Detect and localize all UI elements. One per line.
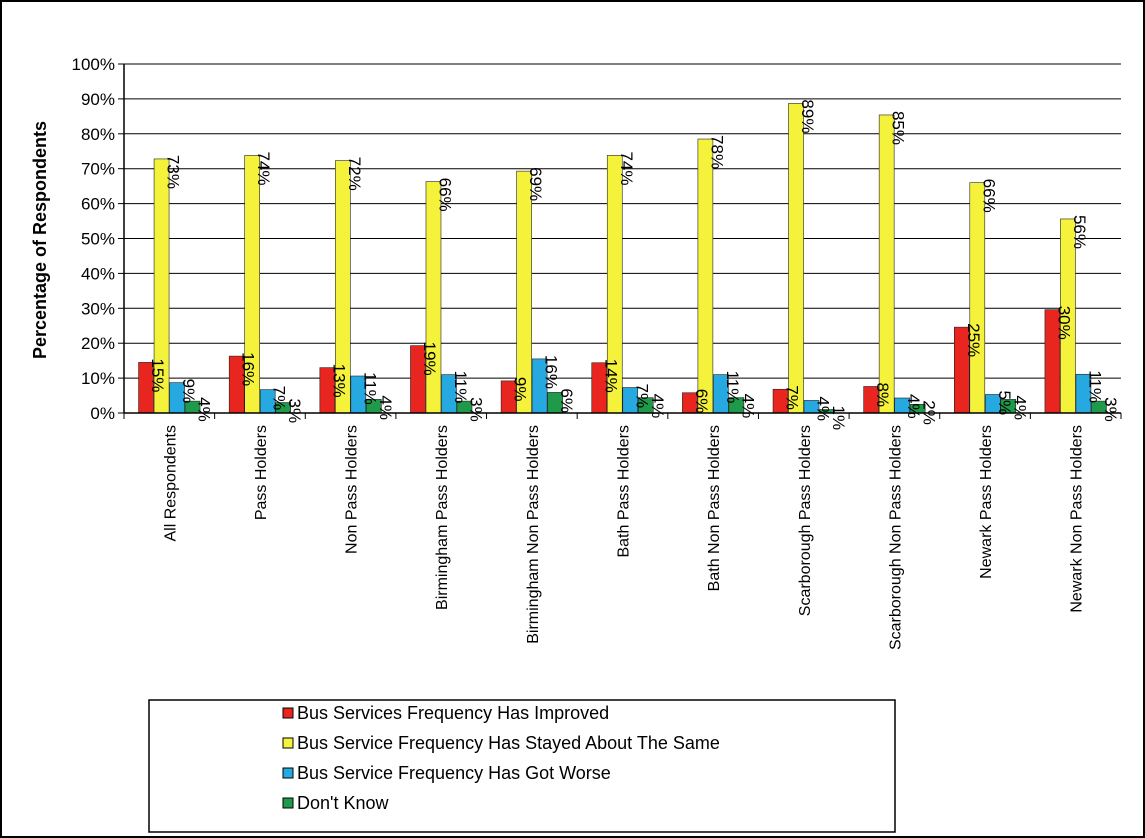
- legend-box: [148, 699, 896, 833]
- data-label: 4%: [376, 395, 395, 420]
- data-label: 5%: [995, 391, 1014, 416]
- data-label: 4%: [195, 397, 214, 422]
- legend-entry: Bus Service Frequency Has Got Worse: [297, 763, 611, 783]
- data-label: 9%: [511, 377, 530, 402]
- data-label: 8%: [873, 382, 892, 407]
- axes: 0% 10% 20% 30% 40% 50% 60% 70% 80% 90% 100% All Res…: [72, 55, 1122, 650]
- x-category-label: Newark Non Pass Holders: [1069, 425, 1086, 613]
- data-label: 85%: [889, 111, 908, 145]
- data-label: 2%: [920, 400, 939, 425]
- legend-swatch: [282, 797, 294, 809]
- data-label: 74%: [617, 151, 636, 185]
- x-category-label: Birmingham Pass Holders: [434, 425, 451, 610]
- data-label: 11%: [451, 371, 470, 404]
- y-tick-label: 90%: [81, 90, 115, 109]
- y-tick-label: 20%: [81, 334, 115, 353]
- y-tick-label: 30%: [81, 299, 115, 318]
- data-label: 6%: [557, 388, 576, 413]
- data-label: 3%: [1101, 397, 1120, 422]
- y-tick-label: 50%: [81, 230, 115, 249]
- data-label: 11%: [1085, 370, 1104, 403]
- data-label: 14%: [601, 359, 620, 393]
- legend-entry: Bus Service Frequency Has Stayed About T…: [297, 733, 720, 753]
- data-labels: 15%73%9%4%16%74%7%3%13%72%11%4%19%66%11%…: [148, 99, 1120, 430]
- data-label: 7%: [783, 385, 802, 410]
- data-label: 3%: [466, 397, 485, 422]
- data-label: 66%: [979, 179, 998, 213]
- data-label: 7%: [270, 386, 289, 411]
- x-category-label: Newark Pass Holders: [978, 425, 995, 579]
- data-label: 6%: [692, 389, 711, 414]
- data-label: 7%: [632, 384, 651, 409]
- data-label: 1%: [829, 406, 848, 431]
- x-category-label: Bath Non Pass Holders: [706, 425, 723, 591]
- legend: Bus Services Frequency Has Improved Bus S…: [148, 699, 896, 833]
- bars: [138, 103, 1107, 414]
- x-category-label: Scarborough Non Pass Holders: [887, 425, 904, 650]
- x-category-label: All Respondents: [162, 425, 179, 542]
- bar: [969, 182, 986, 414]
- data-label: 13%: [329, 364, 348, 398]
- data-label: 89%: [798, 99, 817, 133]
- y-tick-label: 0%: [90, 404, 115, 423]
- data-label: 78%: [707, 135, 726, 169]
- bar: [425, 181, 442, 414]
- y-tick-label: 100%: [72, 55, 115, 74]
- data-label: 66%: [435, 178, 454, 212]
- y-tick-label: 60%: [81, 195, 115, 214]
- data-label: 4%: [814, 396, 833, 421]
- legend-swatch: [282, 707, 294, 719]
- legend-swatch: [282, 737, 294, 749]
- data-label: 56%: [1070, 215, 1089, 249]
- x-category-label: Birmingham Non Pass Holders: [525, 425, 542, 644]
- data-label: 25%: [964, 323, 983, 357]
- y-tick-label: 70%: [81, 160, 115, 179]
- x-category-label: Non Pass Holders: [344, 425, 361, 554]
- data-label: 16%: [542, 355, 561, 389]
- y-axis-title: Percentage of Respondents: [30, 121, 50, 359]
- data-label: 16%: [239, 352, 258, 386]
- data-label: 3%: [285, 399, 304, 424]
- data-label: 69%: [526, 167, 545, 201]
- x-category-label: Pass Holders: [253, 425, 270, 520]
- data-label: 72%: [345, 157, 364, 191]
- data-label: 11%: [723, 371, 742, 404]
- bar: [788, 103, 804, 414]
- data-label: 4%: [648, 394, 667, 419]
- data-label: 11%: [360, 372, 379, 405]
- data-label: 4%: [738, 394, 757, 419]
- legend-entry: Don't Know: [297, 793, 389, 813]
- legend-entry: Bus Services Frequency Has Improved: [297, 703, 609, 723]
- legend-swatch: [282, 767, 294, 779]
- data-label: 74%: [254, 151, 273, 185]
- data-label: 4%: [904, 394, 923, 419]
- bar: [878, 114, 895, 414]
- data-label: 4%: [1010, 395, 1029, 420]
- data-label: 9%: [179, 379, 198, 404]
- x-category-label: Bath Pass Holders: [616, 425, 633, 558]
- y-tick-label: 40%: [81, 264, 115, 283]
- data-label: 30%: [1054, 306, 1073, 340]
- data-label: 15%: [148, 358, 167, 392]
- data-label: 19%: [420, 342, 439, 376]
- y-tick-label: 10%: [81, 369, 115, 388]
- data-label: 73%: [164, 155, 183, 189]
- bar: [697, 138, 714, 414]
- x-category-label: Scarborough Pass Holders: [797, 425, 814, 616]
- y-tick-label: 80%: [81, 125, 115, 144]
